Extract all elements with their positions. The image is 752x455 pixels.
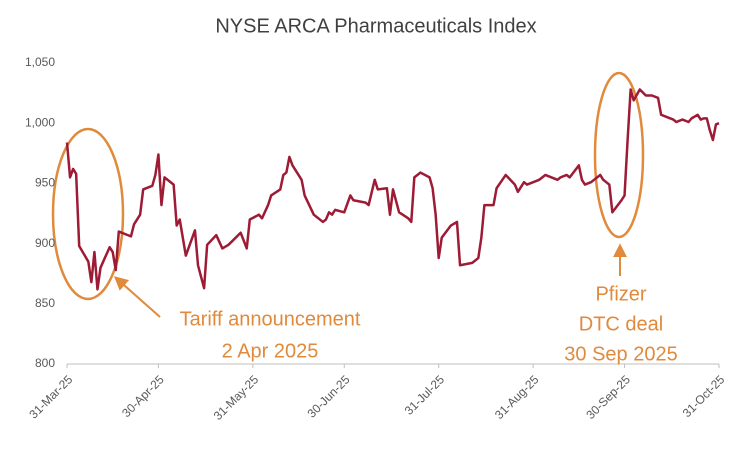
x-tick-label: 30-Jun-25: [305, 372, 353, 420]
annotation-arrow: [113, 276, 161, 318]
x-tick-label: 31-Jul-25: [402, 372, 448, 418]
highlight-ellipse: [51, 127, 125, 301]
x-tick-label: 31-Mar-25: [26, 372, 75, 421]
x-tick-label: 30-Sep-25: [583, 372, 633, 422]
y-tick-label: 850: [35, 296, 55, 310]
x-tick-label: 31-Aug-25: [492, 372, 542, 422]
annotation-text: 2 Apr 2025: [222, 340, 319, 362]
x-tick-label: 31-May-25: [211, 372, 262, 423]
annotation-text: Tariff announcement: [180, 308, 361, 330]
y-tick-label: 1,000: [25, 115, 55, 129]
annotation-text: 30 Sep 2025: [564, 343, 677, 365]
chart-title: NYSE ARCA Pharmaceuticals Index: [215, 15, 536, 37]
x-tick-label: 31-Oct-25: [680, 372, 728, 420]
y-tick-label: 950: [35, 176, 55, 190]
annotation-text: DTC deal: [579, 313, 663, 335]
data-line: [65, 88, 720, 291]
highlight-ellipse: [593, 71, 645, 239]
y-tick-label: 800: [35, 356, 55, 370]
x-tick-label: 30-Apr-25: [119, 372, 167, 420]
y-tick-label: 900: [35, 236, 55, 250]
annotation-text: Pfizer: [595, 283, 646, 305]
y-tick-label: 1,050: [25, 55, 55, 69]
